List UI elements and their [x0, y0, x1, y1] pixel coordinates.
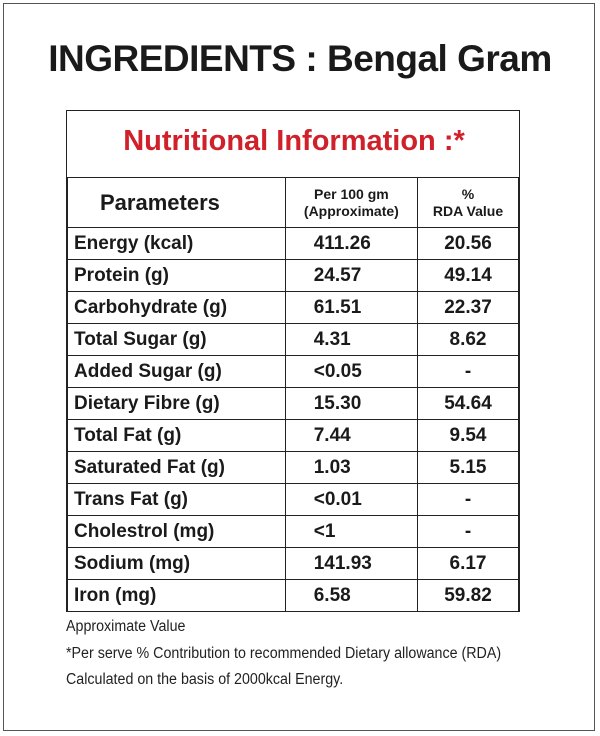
rda-cell: 54.64	[417, 387, 519, 420]
per100-cell: 141.93	[284, 547, 419, 580]
param-cell: Trans Fat (g)	[67, 483, 286, 516]
rda-cell: -	[417, 515, 519, 548]
page-frame	[3, 3, 595, 731]
header-per-100-line1: Per 100 gm	[314, 185, 389, 202]
per100-cell: 411.26	[284, 227, 419, 260]
rda-cell: 9.54	[417, 419, 519, 452]
header-rda: % RDA Value	[417, 177, 519, 228]
param-cell: Protein (g)	[67, 259, 286, 292]
header-parameters: Parameters	[67, 177, 286, 228]
per100-cell: 6.58	[284, 579, 419, 612]
per100-cell: 1.03	[284, 451, 419, 484]
per100-cell: <1	[284, 515, 419, 548]
per100-cell: <0.01	[284, 483, 419, 516]
nutrition-heading: Nutritional Information :*	[123, 125, 465, 157]
per100-cell: 61.51	[284, 291, 419, 324]
table-header-row: Parameters Per 100 gm (Approximate) % RD…	[67, 177, 519, 228]
param-cell: Iron (mg)	[67, 579, 286, 612]
rda-cell: 6.17	[417, 547, 519, 580]
table-row: Cholestrol (mg) <1-	[67, 515, 519, 548]
nutrition-panel: Nutritional Information :* Parameters Pe…	[66, 110, 520, 612]
table-row: Saturated Fat (g) 1.03 5.15	[67, 451, 519, 484]
header-per-100-line2: (Approximate)	[303, 202, 399, 219]
param-cell: Carbohydrate (g)	[67, 291, 286, 324]
param-cell: Energy (kcal)	[67, 227, 286, 260]
per100-cell: 4.31	[284, 323, 419, 356]
per100-cell: 7.44	[284, 419, 419, 452]
rda-cell: 5.15	[417, 451, 519, 484]
param-cell: Sodium (mg)	[67, 547, 286, 580]
rda-cell: 22.37	[417, 291, 519, 324]
page-title: INGREDIENTS : Bengal Gram	[48, 38, 552, 79]
header-per-100: Per 100 gm (Approximate)	[284, 177, 419, 228]
footnote-approximate: Approximate Value	[66, 618, 186, 635]
table-row: Energy (kcal) 411.26 20.56	[67, 227, 519, 260]
param-cell: Total Fat (g)	[67, 419, 286, 452]
rda-cell: 20.56	[417, 227, 519, 260]
table-row: Iron (mg) 6.58 59.82	[67, 579, 519, 612]
table-row: Protein (g) 24.57 49.14	[67, 259, 519, 292]
footnote-calculation: Calculated on the basis of 2000kcal Ener…	[66, 671, 344, 688]
param-cell: Added Sugar (g)	[67, 355, 286, 388]
rda-cell: -	[417, 355, 519, 388]
nutrition-table: Parameters Per 100 gm (Approximate) % RD…	[67, 177, 519, 612]
rda-cell: 59.82	[417, 579, 519, 612]
table-row: Total Sugar (g) 4.31 8.62	[67, 323, 519, 356]
per100-cell: <0.05	[284, 355, 419, 388]
table-row: Total Fat (g) 7.44 9.54	[67, 419, 519, 452]
param-cell: Total Sugar (g)	[67, 323, 286, 356]
param-cell: Saturated Fat (g)	[67, 451, 286, 484]
per100-cell: 24.57	[284, 259, 419, 292]
header-rda-line2: RDA Value	[432, 202, 504, 219]
footnote-rda: *Per serve % Contribution to recommended…	[66, 645, 502, 662]
param-cell: Dietary Fibre (g)	[67, 387, 286, 420]
table-row: Trans Fat (g) <0.01-	[67, 483, 519, 516]
table-row: Added Sugar (g) <0.05-	[67, 355, 519, 388]
rda-cell: 49.14	[417, 259, 519, 292]
table-row: Dietary Fibre (g) 15.30 54.64	[67, 387, 519, 420]
table-row: Sodium (mg) 141.93 6.17	[67, 547, 519, 580]
rda-cell: -	[417, 483, 519, 516]
param-cell: Cholestrol (mg)	[67, 515, 286, 548]
header-rda-line1: %	[461, 185, 475, 202]
per100-cell: 15.30	[284, 387, 419, 420]
table-row: Carbohydrate (g) 61.51 22.37	[67, 291, 519, 324]
rda-cell: 8.62	[417, 323, 519, 356]
